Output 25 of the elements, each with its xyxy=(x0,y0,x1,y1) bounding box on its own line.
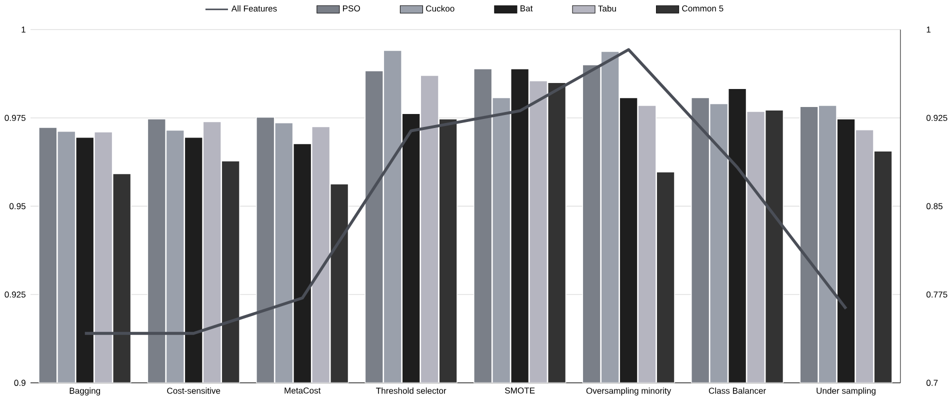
x-tick-label: Under sampling xyxy=(816,388,876,396)
y2-tick-label: 0.7 xyxy=(926,380,938,386)
line-series xyxy=(83,48,848,335)
legend-label: Common 5 xyxy=(682,5,724,12)
x-tick-label: Oversampling minority xyxy=(586,388,672,396)
y2-tick-label: 0.925 xyxy=(926,114,948,121)
y2-tick-label: 0.85 xyxy=(926,203,942,210)
y-tick-label: 0.95 xyxy=(10,203,26,210)
x-tick-label: Cost-sensitive xyxy=(167,388,220,394)
legend-label: Cuckoo xyxy=(426,5,454,12)
x-tick-label: Class Balancer xyxy=(708,388,766,394)
y-tick-label: 0.925 xyxy=(4,292,26,298)
legend-label: Tabu xyxy=(598,5,616,12)
y-tick-label: 0.9 xyxy=(14,380,26,386)
x-tick-label: MetaCost xyxy=(284,388,321,394)
y-tick-label: 0.975 xyxy=(4,114,26,121)
x-tick-label: Bagging xyxy=(70,388,100,396)
legend-label: All Features xyxy=(231,5,277,12)
x-tick-label: Threshold selector xyxy=(376,388,446,394)
y2-tick-label: 1 xyxy=(926,26,931,33)
legend-label: PSO xyxy=(343,5,360,12)
y-tick-label: 1 xyxy=(22,26,26,33)
legend-label: Bat xyxy=(520,5,533,12)
y2-tick-label: 0.775 xyxy=(926,292,948,298)
x-tick-label: SMOTE xyxy=(504,388,535,394)
